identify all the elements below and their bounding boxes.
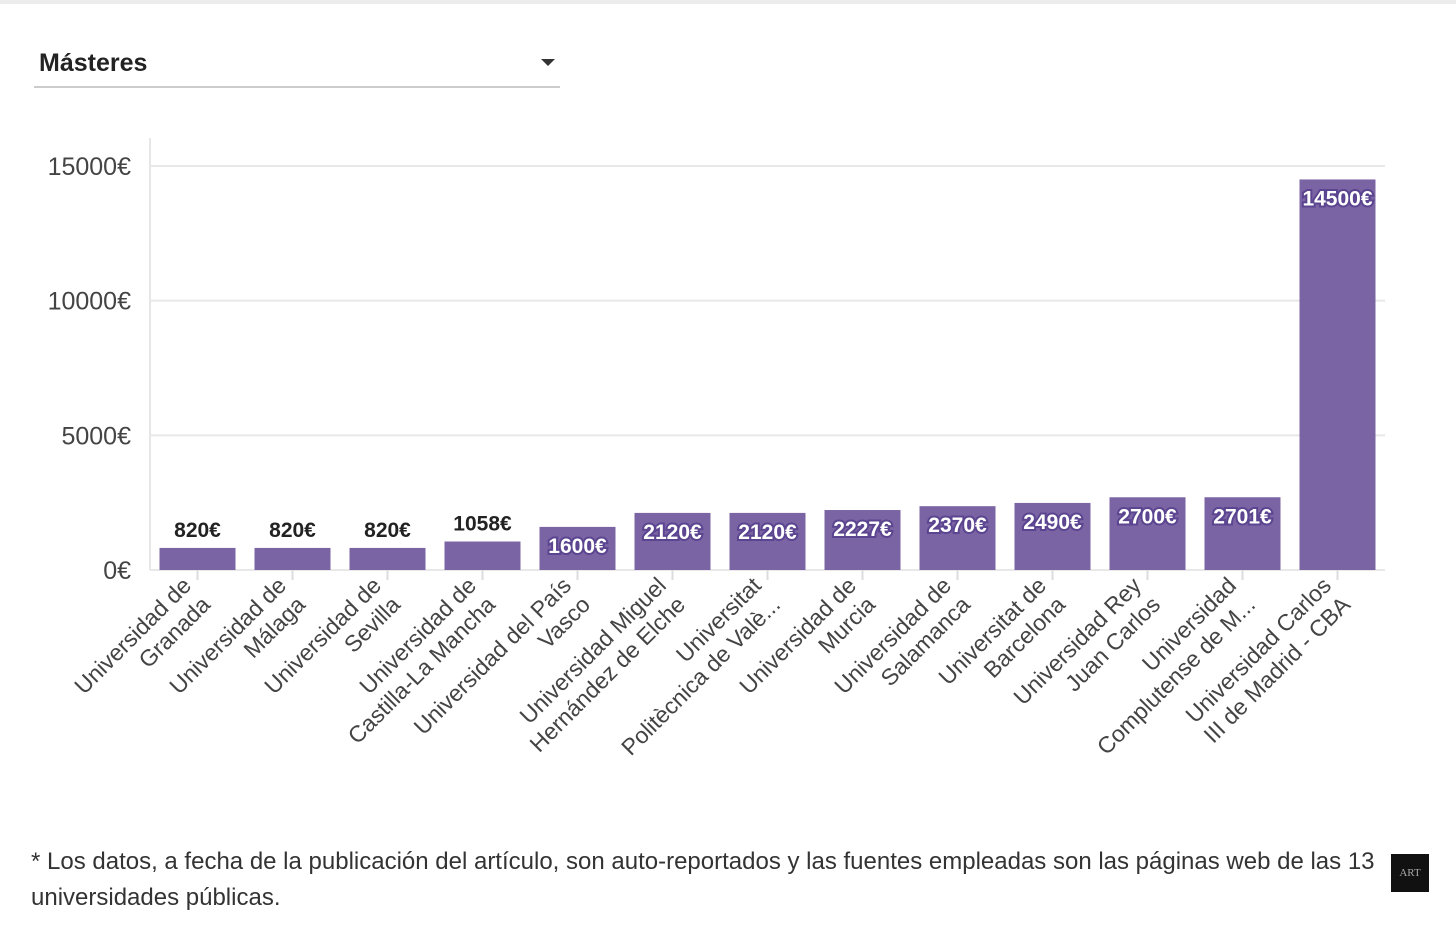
- bar: [1014, 502, 1091, 570]
- bar: [159, 547, 236, 570]
- y-tick-label: 5000€: [61, 422, 131, 450]
- logo: ART: [1391, 854, 1429, 892]
- data-label: 2370€: [928, 514, 987, 537]
- bar-chart: 0€ 5000€ 10000€ 15000€ 820€ Universidad deGra…: [48, 138, 1385, 760]
- data-label: 820€: [364, 519, 411, 542]
- footnote: * Los datos, a fecha de la publicación d…: [31, 848, 1375, 911]
- bar: [444, 541, 521, 570]
- x-tick-label: Universidad deGranada: [69, 572, 215, 718]
- bar: [1109, 497, 1186, 570]
- bar: [349, 547, 426, 570]
- bar: [729, 512, 806, 570]
- y-tick-label: 0€: [103, 557, 131, 585]
- y-tick-label: 15000€: [48, 153, 132, 181]
- bar: [254, 547, 331, 570]
- data-label: 2120€: [643, 521, 702, 544]
- bar: [634, 512, 711, 570]
- bar: [1204, 497, 1281, 570]
- y-tick-label: 10000€: [48, 288, 132, 316]
- bar: [919, 506, 996, 570]
- data-label: 2227€: [833, 518, 892, 541]
- data-label: 820€: [269, 519, 316, 542]
- bar: [824, 510, 901, 570]
- top-border: [0, 0, 1456, 4]
- bar: [1299, 179, 1376, 570]
- chevron-down-icon: [541, 59, 555, 66]
- data-label: 2701€: [1213, 505, 1272, 528]
- bar: [539, 526, 616, 570]
- select-value: Másteres: [39, 49, 148, 77]
- data-label: 1600€: [548, 535, 607, 558]
- data-label: 2700€: [1118, 505, 1177, 528]
- data-label: 2490€: [1023, 511, 1082, 534]
- data-label: 2120€: [738, 521, 797, 544]
- data-label: 820€: [174, 519, 221, 542]
- data-label: 1058€: [453, 513, 512, 536]
- degree-type-select[interactable]: Másteres: [34, 44, 560, 88]
- data-label: 14500€: [1302, 187, 1372, 210]
